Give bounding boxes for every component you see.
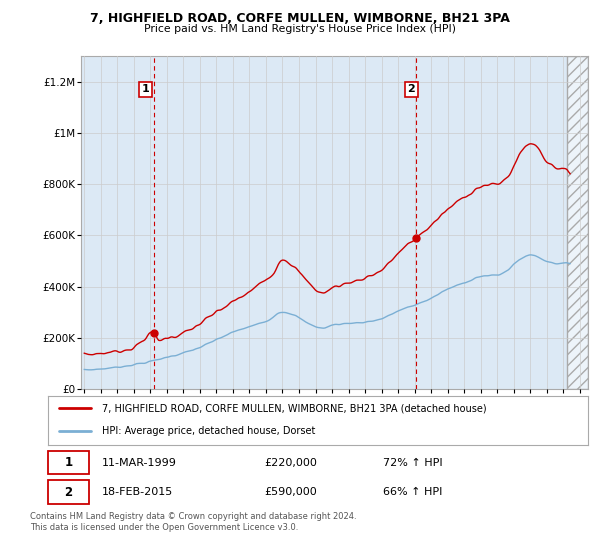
Text: 11-MAR-1999: 11-MAR-1999 (102, 458, 177, 468)
Text: 66% ↑ HPI: 66% ↑ HPI (383, 487, 442, 497)
Text: 72% ↑ HPI: 72% ↑ HPI (383, 458, 442, 468)
Bar (566, 56, 588, 389)
Text: 7, HIGHFIELD ROAD, CORFE MULLEN, WIMBORNE, BH21 3PA (detached house): 7, HIGHFIELD ROAD, CORFE MULLEN, WIMBORN… (102, 403, 487, 413)
FancyBboxPatch shape (48, 451, 89, 474)
Text: Contains HM Land Registry data © Crown copyright and database right 2024.
This d: Contains HM Land Registry data © Crown c… (30, 512, 356, 532)
Text: 2: 2 (64, 486, 73, 498)
Text: £590,000: £590,000 (264, 487, 317, 497)
Text: HPI: Average price, detached house, Dorset: HPI: Average price, detached house, Dors… (102, 426, 316, 436)
FancyBboxPatch shape (48, 480, 89, 504)
Text: 1: 1 (64, 456, 73, 469)
Bar (566, 56, 588, 389)
Text: 7, HIGHFIELD ROAD, CORFE MULLEN, WIMBORNE, BH21 3PA: 7, HIGHFIELD ROAD, CORFE MULLEN, WIMBORN… (90, 12, 510, 25)
Text: 1: 1 (142, 85, 149, 94)
Text: £220,000: £220,000 (264, 458, 317, 468)
Text: 18-FEB-2015: 18-FEB-2015 (102, 487, 173, 497)
Text: 2: 2 (407, 85, 415, 94)
Text: Price paid vs. HM Land Registry's House Price Index (HPI): Price paid vs. HM Land Registry's House … (144, 24, 456, 34)
